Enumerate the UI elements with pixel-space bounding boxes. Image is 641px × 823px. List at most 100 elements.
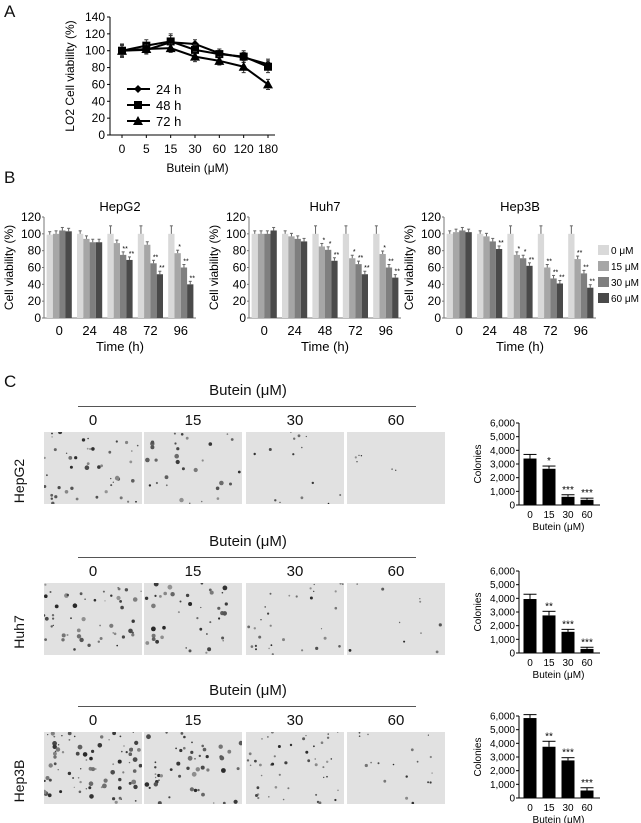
x-tick-label: 96 (174, 323, 188, 338)
bar (270, 230, 277, 318)
bar (580, 648, 594, 653)
bar (542, 746, 556, 798)
y-tick-label: 2,000 (490, 473, 515, 484)
legend-item: 15 μM (598, 261, 639, 273)
bar (459, 230, 466, 318)
y-tick-label: 0 (34, 311, 41, 325)
x-tick-label: 120 (234, 142, 254, 156)
bar (542, 468, 556, 505)
x-tick-label: 0 (261, 323, 268, 338)
bar (251, 233, 258, 318)
x-tick-label: 0 (527, 658, 533, 669)
svg-text:30 μM: 30 μM (611, 278, 639, 289)
significance-mark: ** (559, 274, 565, 281)
y-tick-label: 60 (428, 261, 442, 275)
colony-micrograph (347, 583, 445, 655)
x-axis-label: Butein (μM) (533, 522, 585, 533)
bar (46, 234, 53, 318)
x-tick-label: 96 (379, 323, 393, 338)
cell-line-label: HepG2 (11, 458, 27, 504)
dose-header-rule (78, 406, 416, 407)
legend-item: 24 h (127, 82, 181, 97)
bar (174, 253, 181, 318)
significance-mark: *** (562, 619, 574, 630)
bar (568, 233, 575, 318)
dose-header: Butein (μM) (209, 382, 287, 399)
dose-label: 15 (184, 712, 202, 729)
dose-label: 30 (286, 412, 304, 429)
bar (392, 277, 399, 318)
bar (325, 249, 332, 318)
chart-title: Hep3B (500, 199, 540, 214)
significance-mark: ** (577, 250, 583, 257)
y-tick-label: 60 (28, 261, 42, 275)
bar (544, 267, 551, 318)
svg-text:48 h: 48 h (156, 98, 181, 113)
y-tick-label: 6,000 (490, 712, 515, 723)
x-axis-label: Time (h) (301, 339, 349, 354)
y-tick-label: 5,000 (490, 432, 515, 443)
dose-header-rule (78, 557, 416, 558)
bar (523, 599, 537, 653)
significance-mark: ** (545, 601, 553, 612)
colony-micrograph (246, 432, 344, 504)
x-tick-label: 24 (82, 323, 96, 338)
x-axis-label: Time (h) (96, 339, 144, 354)
significance-mark: * (178, 244, 181, 251)
y-tick-label: 0 (239, 311, 246, 325)
x-tick-label: 0 (527, 510, 533, 521)
y-tick-label: 120 (421, 210, 441, 224)
x-tick-label: 60 (213, 142, 227, 156)
y-tick-label: 60 (92, 77, 106, 91)
legend-item: 72 h (127, 114, 181, 129)
dose-label: 30 (286, 712, 304, 729)
panel-letter-b: B (4, 168, 16, 187)
bar (580, 273, 588, 318)
y-tick-label: 80 (428, 244, 442, 258)
bar (294, 238, 301, 318)
dose-label: 0 (88, 563, 98, 580)
y-tick-label: 6,000 (490, 567, 515, 578)
y-axis-label: Cell viability (%) (402, 225, 416, 310)
colony-micrograph (246, 583, 344, 655)
y-tick-label: 4,000 (490, 446, 515, 457)
bar (477, 233, 484, 318)
y-tick-label: 0 (509, 794, 515, 805)
y-tick-label: 20 (28, 294, 42, 308)
significance-mark: ** (553, 269, 559, 276)
y-tick-label: 40 (233, 277, 247, 291)
x-axis-label: Butein (μM) (533, 815, 585, 823)
y-tick-label: 2,000 (490, 621, 515, 632)
bar (385, 267, 393, 318)
x-tick-label: 30 (562, 510, 574, 521)
x-tick-label: 30 (562, 803, 574, 814)
x-tick-label: 60 (581, 803, 593, 814)
panel-letter-c: C (4, 372, 17, 391)
x-axis-label: Butein (μM) (533, 670, 585, 681)
y-axis-label: Colonies (473, 593, 484, 632)
bar (300, 241, 308, 318)
y-tick-label: 0 (509, 649, 515, 660)
x-tick-label: 5 (143, 142, 150, 156)
bar (523, 718, 537, 798)
bar (561, 496, 575, 505)
bar (523, 458, 537, 505)
colony-micrograph (144, 432, 242, 504)
dose-label: 0 (88, 412, 98, 429)
bar (542, 615, 556, 653)
bar (156, 274, 163, 318)
bar-chart-hepg2-colonies: 0 1,000 2,000 3,000 4,000 5,000 6,000 Colonies 0… (473, 419, 600, 533)
y-axis-label: Cell viability (%) (207, 225, 221, 310)
bar (113, 243, 120, 318)
significance-mark: ** (388, 259, 394, 266)
significance-mark: * (322, 237, 325, 244)
bar (483, 236, 490, 318)
y-tick-label: 0 (98, 128, 105, 142)
cell-line-label: Hep3B (11, 759, 27, 803)
bar (526, 265, 533, 318)
y-axis-label: Colonies (473, 445, 484, 484)
bar (59, 230, 66, 318)
svg-text:15 μM: 15 μM (611, 262, 639, 273)
y-tick-label: 100 (421, 227, 441, 241)
dose-label: 60 (387, 412, 405, 429)
